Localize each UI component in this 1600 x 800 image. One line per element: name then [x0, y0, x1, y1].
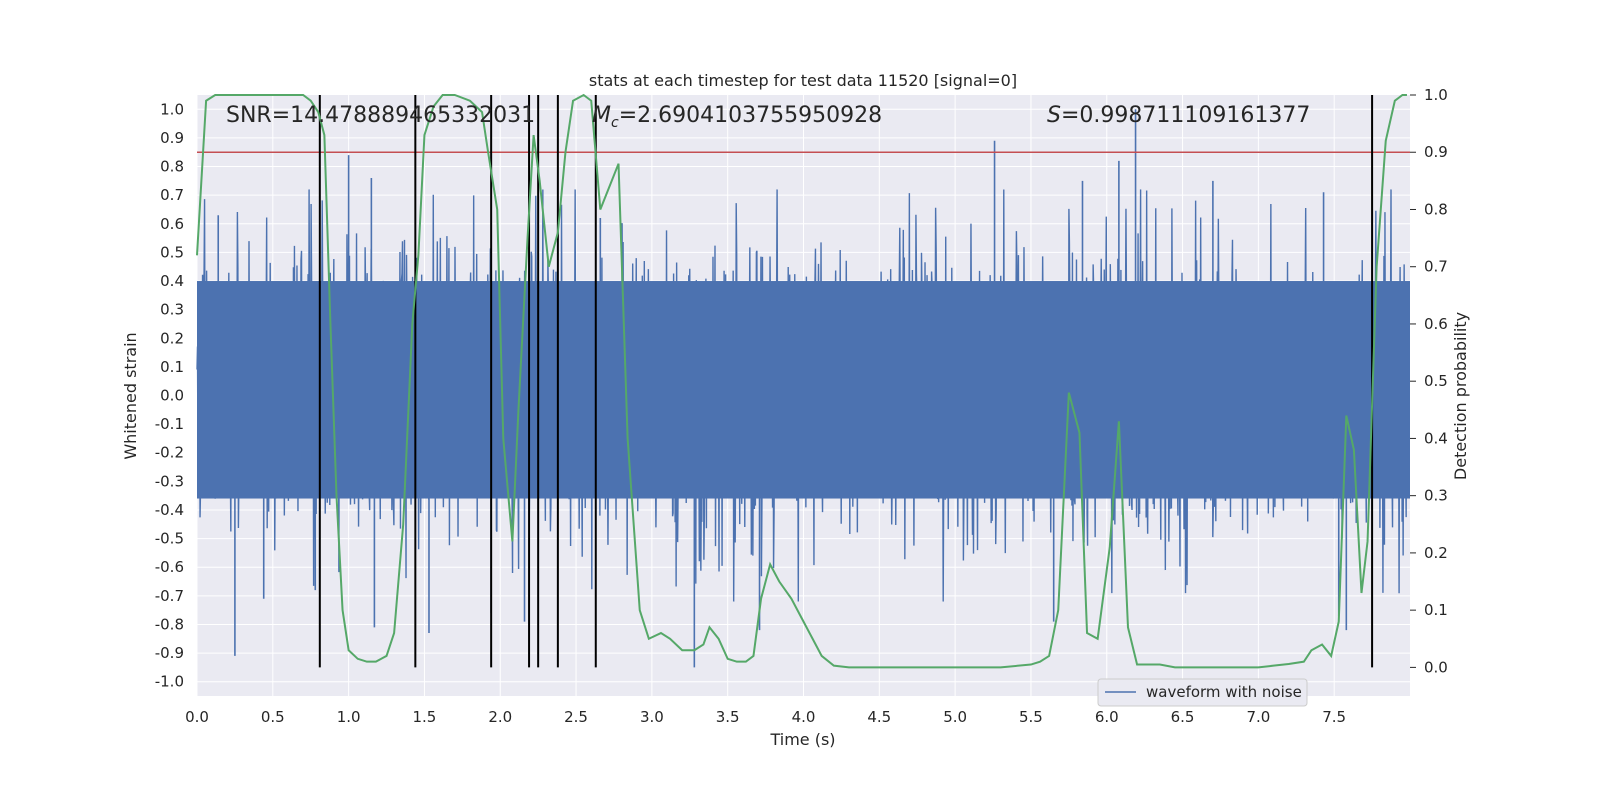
legend-label: waveform with noise — [1146, 683, 1302, 701]
y-right-tick-label: 0.4 — [1424, 429, 1448, 447]
snr-stat: SNR=14.478889465332031 — [226, 103, 535, 128]
y-right-tick-label: 1.0 — [1424, 86, 1448, 104]
x-tick-label: 3.5 — [716, 708, 740, 726]
y-left-tick-label: -0.9 — [155, 644, 184, 662]
chirp-mass-symbol: M — [592, 103, 611, 128]
y-right-tick-label: 0.3 — [1424, 487, 1448, 505]
y-right-tick-label: 0.5 — [1424, 372, 1448, 390]
x-tick-label: 5.0 — [943, 708, 967, 726]
x-tick-label: 6.0 — [1095, 708, 1119, 726]
x-tick-label: 7.0 — [1246, 708, 1270, 726]
y-left-tick-label: -0.8 — [155, 615, 184, 633]
y-left-tick-label: 0.8 — [160, 158, 184, 176]
y-left-tick-label: -0.3 — [155, 472, 184, 490]
x-tick-label: 4.0 — [792, 708, 816, 726]
y-left-tick-label: -0.5 — [155, 530, 184, 548]
x-tick-label: 5.5 — [1019, 708, 1043, 726]
y-left-tick-label: 0.7 — [160, 186, 184, 204]
x-tick-label: 4.5 — [867, 708, 891, 726]
y-left-tick-label: -0.2 — [155, 444, 184, 462]
x-tick-label: 0.5 — [261, 708, 285, 726]
s-symbol: S — [1047, 103, 1061, 128]
chirp-mass-subscript: c — [611, 115, 619, 131]
x-tick-label: 6.5 — [1171, 708, 1195, 726]
y-left-axis-label: Whitened strain — [121, 332, 140, 459]
y-right-tick-label: 0.8 — [1424, 200, 1448, 218]
y-left-tick-label: -0.7 — [155, 587, 184, 605]
legend: waveform with noise — [1097, 678, 1308, 707]
x-tick-label: 0.0 — [185, 708, 209, 726]
y-left-tick-label: 0.9 — [160, 129, 184, 147]
legend-box — [1097, 678, 1308, 707]
y-right-tick-label: 0.9 — [1424, 143, 1448, 161]
y-right-tick-label: 0.6 — [1424, 315, 1448, 333]
y-right-tick-label: 0.7 — [1424, 258, 1448, 276]
x-tick-label: 1.5 — [413, 708, 437, 726]
y-left-tick-label: 0.2 — [160, 329, 184, 347]
probability-line — [196, 93, 1407, 669]
waveform-series — [196, 109, 1410, 668]
x-tick-label: 7.5 — [1322, 708, 1346, 726]
x-tick-label: 2.5 — [564, 708, 588, 726]
y-left-tick-labels: 1.0 0.9 0.8 0.7 0.6 0.5 0.4 0.3 0.2 0.1 0.0 -0.1 -0.… — [155, 100, 184, 690]
y-right-tick-label: 0.0 — [1424, 658, 1448, 676]
x-tick-labels: 0.0 0.5 1.0 1.5 2.0 2.5 3.0 3.5 4.0 4.5 5.0 5.5 6.0 6… — [185, 708, 1346, 726]
x-tick-label: 3.0 — [640, 708, 664, 726]
y-left-tick-label: 0.4 — [160, 272, 184, 290]
y-left-tick-label: -0.1 — [155, 415, 184, 433]
y-right-tick-label: 0.1 — [1424, 601, 1448, 619]
y-left-tick-label: 0.1 — [160, 358, 184, 376]
y-left-tick-label: 0.6 — [160, 215, 184, 233]
chart-title: stats at each timestep for test data 115… — [589, 71, 1017, 90]
x-axis-label: Time (s) — [769, 730, 835, 749]
y-right-axis-label: Detection probability — [1451, 312, 1470, 480]
chirp-mass-stat: Mc=2.6904103755950928 — [592, 103, 882, 131]
y-left-tick-label: 1.0 — [160, 100, 184, 118]
y-right-tick-label: 0.2 — [1424, 544, 1448, 562]
x-tick-label: 1.0 — [337, 708, 361, 726]
y-left-tick-label: 0.0 — [160, 387, 184, 405]
s-stat: S=0.998711109161377 — [1047, 103, 1310, 128]
y-left-tick-label: 0.3 — [160, 301, 184, 319]
y-left-tick-label: -1.0 — [155, 673, 184, 691]
y-left-tick-label: 0.5 — [160, 243, 184, 261]
x-tick-label: 2.0 — [488, 708, 512, 726]
chirp-mass-value: =2.6904103755950928 — [619, 103, 882, 128]
s-value: =0.998711109161377 — [1061, 103, 1310, 128]
y-left-tick-label: -0.4 — [155, 501, 184, 519]
y-right-tick-labels: 1.0 0.9 0.8 0.7 0.6 0.5 0.4 0.3 0.2 0.1 0.0 — [1410, 86, 1448, 676]
probability-series — [196, 93, 1407, 669]
waveform-dense-band — [197, 281, 1410, 499]
y-left-tick-label: -0.6 — [155, 558, 184, 576]
